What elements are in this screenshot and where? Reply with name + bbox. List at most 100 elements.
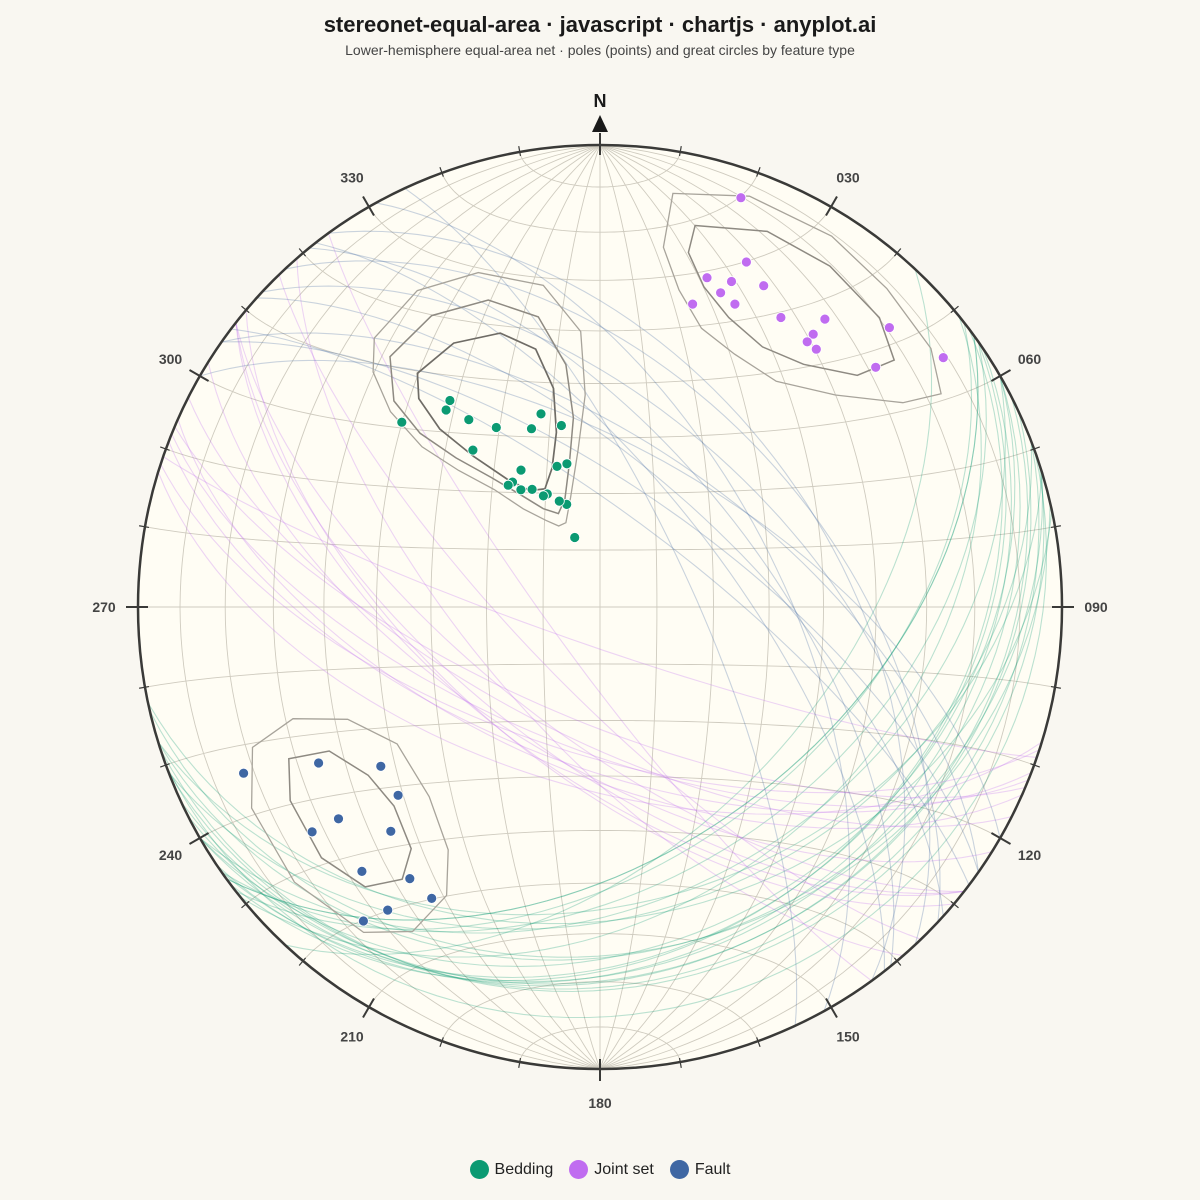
minor-tick	[678, 146, 682, 157]
major-tick	[825, 196, 838, 217]
great-circle-joint-set	[296, 258, 904, 957]
pole-point-fault[interactable]	[333, 813, 344, 825]
great-circle-joint-set	[207, 362, 992, 863]
great-circle-bedding	[199, 375, 1021, 982]
pole-point-joint-set[interactable]	[870, 361, 882, 373]
pole-point-bedding[interactable]	[561, 458, 573, 470]
legend-item-fault[interactable]: Fault	[669, 1160, 730, 1179]
pole-point-joint-set[interactable]	[687, 298, 698, 310]
pole-point-joint-set[interactable]	[758, 280, 770, 292]
minor-tick	[160, 446, 170, 451]
pole-point-joint-set[interactable]	[701, 272, 713, 284]
pole-point-joint-set[interactable]	[726, 276, 737, 287]
pole-point-bedding[interactable]	[490, 422, 502, 433]
legend-item-joint-set[interactable]: Joint set	[569, 1160, 654, 1179]
pole-point-joint-set[interactable]	[729, 298, 741, 310]
great-circle-fault	[256, 297, 944, 917]
legend-swatch	[469, 1160, 489, 1179]
pole-point-fault[interactable]	[382, 904, 394, 916]
pole-point-bedding[interactable]	[467, 444, 479, 456]
pole-point-fault[interactable]	[356, 866, 368, 877]
pole-point-bedding[interactable]	[538, 490, 549, 502]
pole-point-bedding[interactable]	[515, 464, 527, 476]
pole-point-fault[interactable]	[238, 767, 250, 779]
pole-point-bedding[interactable]	[515, 484, 527, 496]
great-circle-bedding	[147, 510, 1053, 925]
density-contour	[288, 750, 412, 888]
azimuth-label: 120	[1018, 847, 1042, 863]
pole-point-bedding[interactable]	[440, 404, 452, 416]
pole-point-fault[interactable]	[357, 915, 369, 927]
minor-tick	[1050, 525, 1061, 529]
major-tick	[362, 997, 375, 1018]
azimuth-label: 180	[588, 1095, 612, 1111]
density-contour	[250, 718, 449, 934]
pole-point-bedding[interactable]	[551, 460, 563, 472]
great-circle-bedding	[187, 397, 1029, 987]
pole-point-fault[interactable]	[375, 760, 387, 772]
great-circle-fault	[230, 328, 970, 886]
great-circle-joint-set	[162, 456, 1037, 758]
pole-point-bedding[interactable]	[553, 495, 565, 507]
pole-point-joint-set[interactable]	[735, 192, 747, 204]
azimuth-label: 240	[159, 847, 183, 863]
pole-point-fault[interactable]	[385, 825, 397, 837]
pole-point-bedding[interactable]	[396, 416, 408, 428]
pole-point-joint-set[interactable]	[810, 343, 822, 355]
minor-tick	[298, 957, 307, 966]
azimuth-label: 270	[92, 599, 116, 615]
major-tick	[990, 369, 1011, 382]
chart-subtitle: Lower-hemisphere equal-area net · poles …	[345, 42, 855, 58]
pole-point-bedding[interactable]	[526, 483, 538, 495]
great-circle-bedding	[221, 341, 987, 933]
pole-point-joint-set[interactable]	[884, 322, 895, 334]
pole-point-joint-set[interactable]	[937, 352, 949, 364]
great-circle-joint-set	[235, 322, 965, 894]
great-circle-fault	[375, 202, 851, 1012]
pole-point-bedding[interactable]	[444, 395, 456, 406]
legend-swatch	[669, 1160, 689, 1179]
pole-point-fault[interactable]	[392, 789, 404, 801]
legend-item-bedding[interactable]: Bedding	[469, 1160, 553, 1179]
density-contour	[662, 192, 942, 404]
great-circle-fault	[328, 230, 906, 982]
great-circle-bedding	[221, 341, 1007, 979]
north-label: N	[594, 91, 607, 111]
great-circle-fault	[262, 285, 941, 923]
azimuth-label: 060	[1018, 351, 1042, 367]
legend-swatch	[569, 1160, 589, 1179]
minor-tick	[241, 900, 250, 909]
pole-point-fault[interactable]	[313, 757, 325, 769]
pole-point-bedding[interactable]	[556, 420, 567, 431]
major-tick	[362, 196, 375, 217]
pole-point-joint-set[interactable]	[807, 328, 819, 340]
minor-tick	[439, 1037, 444, 1047]
great-circle-fault	[199, 359, 1001, 839]
pole-point-bedding[interactable]	[502, 479, 514, 491]
pole-point-joint-set[interactable]	[775, 312, 787, 323]
pole-point-bedding[interactable]	[526, 423, 537, 435]
pole-point-joint-set[interactable]	[715, 287, 726, 299]
pole-point-bedding[interactable]	[569, 532, 581, 543]
pole-point-bedding[interactable]	[463, 414, 475, 426]
great-circle-fault	[309, 247, 895, 967]
pole-point-joint-set[interactable]	[741, 256, 752, 268]
minor-tick	[139, 525, 150, 529]
minor-tick	[893, 248, 902, 257]
great-circle-joint-set	[327, 233, 872, 982]
pole-point-joint-set[interactable]	[801, 336, 813, 348]
pole-point-fault[interactable]	[404, 873, 416, 884]
north-arrow-icon	[592, 115, 608, 132]
minor-tick	[893, 957, 902, 966]
great-circle-bedding	[284, 268, 933, 956]
pole-point-joint-set[interactable]	[819, 313, 831, 325]
pole-point-fault[interactable]	[306, 826, 318, 838]
minor-tick	[298, 248, 307, 257]
pole-point-bedding[interactable]	[535, 408, 547, 420]
great-circle-bedding	[230, 328, 1003, 982]
great-circle-joint-set	[157, 471, 1043, 815]
great-circle-fault	[315, 242, 885, 972]
minor-tick	[518, 1057, 522, 1068]
great-circle-bedding	[149, 503, 1051, 958]
pole-point-fault[interactable]	[426, 893, 438, 904]
